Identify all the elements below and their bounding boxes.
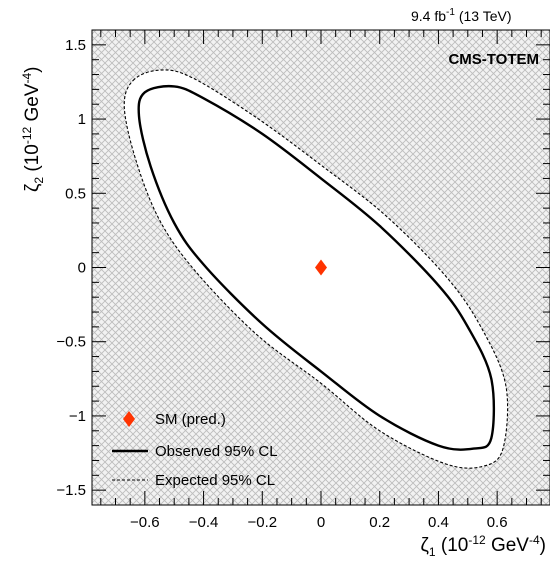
- legend-expected-label: Expected 95% CL: [155, 472, 275, 489]
- y-tick-label: 0.5: [65, 185, 86, 202]
- x-tick-label: 0.4: [428, 514, 449, 531]
- x-tick-label: −0.4: [189, 514, 219, 531]
- experiment-label: CMS-TOTEM: [448, 51, 539, 68]
- y-axis-title: ζ2 (10-12 GeV-4): [20, 67, 46, 192]
- legend-sm-label: SM (pred.): [155, 411, 226, 428]
- x-tick-label: 0: [317, 514, 325, 531]
- legend: SM (pred.) Observed 95% CL Expected 95% …: [112, 411, 278, 489]
- legend-observed-label: Observed 95% CL: [155, 443, 278, 460]
- x-tick-label: 0.6: [487, 514, 508, 531]
- y-tick-label: −1.5: [56, 482, 86, 499]
- x-tick-label: −0.2: [247, 514, 277, 531]
- x-axis-title: ζ1 (10-12 GeV-4): [421, 533, 546, 559]
- allowed-region: [124, 69, 508, 469]
- y-tick-label: 1.5: [65, 37, 86, 54]
- x-tick-label: −0.6: [130, 514, 160, 531]
- expected-contour: [123, 69, 509, 469]
- y-axis-tick-labels: −1.5 −1 −0.5 0 0.5 1 1.5: [56, 37, 86, 499]
- y-tick-label: 0: [78, 260, 86, 277]
- x-axis-tick-labels: −0.6 −0.4 −0.2 0 0.2 0.4 0.6: [130, 514, 508, 531]
- sm-prediction-marker: [315, 259, 327, 276]
- y-tick-label: −0.5: [56, 334, 86, 351]
- x-tick-label: 0.2: [369, 514, 390, 531]
- y-tick-label: −1: [69, 408, 86, 425]
- observed-contour: [137, 84, 496, 451]
- legend-sm-marker: [123, 411, 135, 427]
- y-tick-label: 1: [78, 111, 86, 128]
- x-axis-ticks: [100, 30, 542, 505]
- y-axis-ticks: [92, 29, 550, 506]
- lumi-label: 9.4 fb-1 (13 TeV): [411, 7, 511, 24]
